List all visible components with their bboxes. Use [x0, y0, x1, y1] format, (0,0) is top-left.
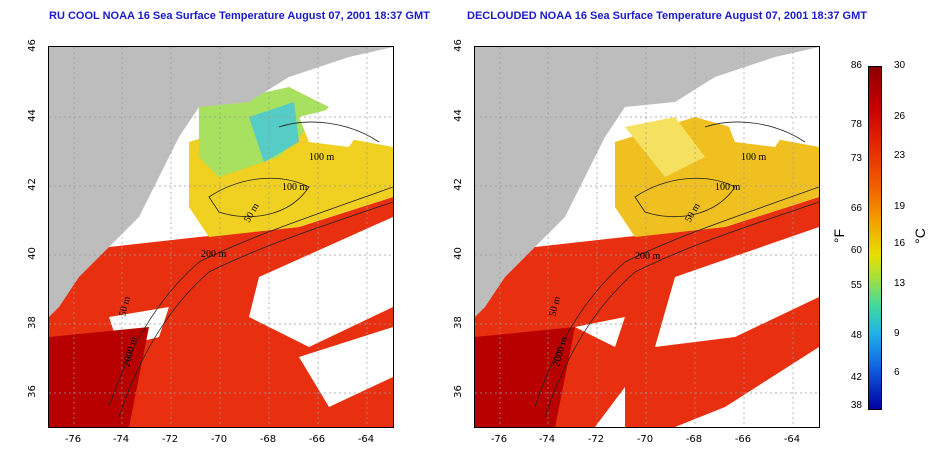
contour-label: 100 m	[282, 182, 308, 193]
lon-tick: -72	[587, 434, 605, 445]
celsius-tick: 16	[894, 238, 906, 249]
celsius-tick: 19	[894, 201, 906, 212]
lon-tick: -64	[357, 434, 375, 445]
lat-tick: 36	[452, 385, 464, 398]
contour-label: 200 m	[635, 251, 661, 262]
right-panel-title: DECLOUDED NOAA 16 Sea Surface Temperatur…	[467, 10, 867, 22]
fahrenheit-tick: 60	[850, 245, 862, 256]
celsius-tick: 26	[894, 111, 906, 122]
contour-label: 200 m	[201, 249, 227, 260]
lat-tick: 40	[452, 247, 464, 260]
contour-label: 100 m	[741, 152, 767, 163]
lat-tick: 46	[26, 39, 38, 52]
lat-tick: 40	[26, 247, 38, 260]
contour-label: 100 m	[309, 152, 335, 163]
contour-label: 50 m	[117, 295, 133, 318]
declouded-sst-map: 100 m 100 m 50 m 200 m 50 m 2000 m	[474, 46, 820, 428]
contour-label: 50 m	[547, 295, 563, 318]
lon-tick: -68	[259, 434, 277, 445]
fahrenheit-tick: 38	[850, 400, 862, 411]
fahrenheit-tick: 55	[850, 280, 862, 291]
lon-tick: -66	[734, 434, 752, 445]
fahrenheit-tick: 48	[850, 330, 862, 341]
celsius-unit-label: °C	[911, 228, 928, 244]
lat-tick: 44	[452, 109, 464, 122]
lon-tick: -76	[490, 434, 508, 445]
lat-tick: 46	[452, 39, 464, 52]
contour-label: 100 m	[715, 182, 741, 193]
lon-tick: -66	[308, 434, 326, 445]
lon-tick: -68	[685, 434, 703, 445]
lon-tick: -64	[783, 434, 801, 445]
lat-tick: 44	[26, 109, 38, 122]
fahrenheit-tick: 66	[850, 203, 862, 214]
lat-tick: 42	[26, 178, 38, 191]
raw-sst-map: 100 m 100 m 50 m 200 m 50 m 2000 m	[48, 46, 394, 428]
celsius-tick: 9	[894, 328, 900, 339]
celsius-tick: 13	[894, 278, 906, 289]
celsius-tick: 6	[894, 367, 900, 378]
lon-tick: -76	[64, 434, 82, 445]
fahrenheit-tick: 42	[850, 372, 862, 383]
celsius-tick: 30	[894, 60, 906, 71]
lon-tick: -70	[636, 434, 654, 445]
fahrenheit-tick: 86	[850, 60, 862, 71]
fahrenheit-unit-label: °F	[831, 228, 848, 244]
lon-tick: -74	[538, 434, 556, 445]
celsius-tick: 23	[894, 150, 906, 161]
lon-tick: -70	[210, 434, 228, 445]
lat-tick: 38	[26, 316, 38, 329]
fahrenheit-tick: 73	[850, 153, 862, 164]
lat-tick: 38	[452, 316, 464, 329]
lat-tick: 36	[26, 385, 38, 398]
lon-tick: -72	[161, 434, 179, 445]
temperature-colorbar	[868, 66, 882, 410]
lon-tick: -74	[112, 434, 130, 445]
fahrenheit-tick: 78	[850, 119, 862, 130]
left-panel-title: RU COOL NOAA 16 Sea Surface Temperature …	[49, 10, 430, 22]
lat-tick: 42	[452, 178, 464, 191]
